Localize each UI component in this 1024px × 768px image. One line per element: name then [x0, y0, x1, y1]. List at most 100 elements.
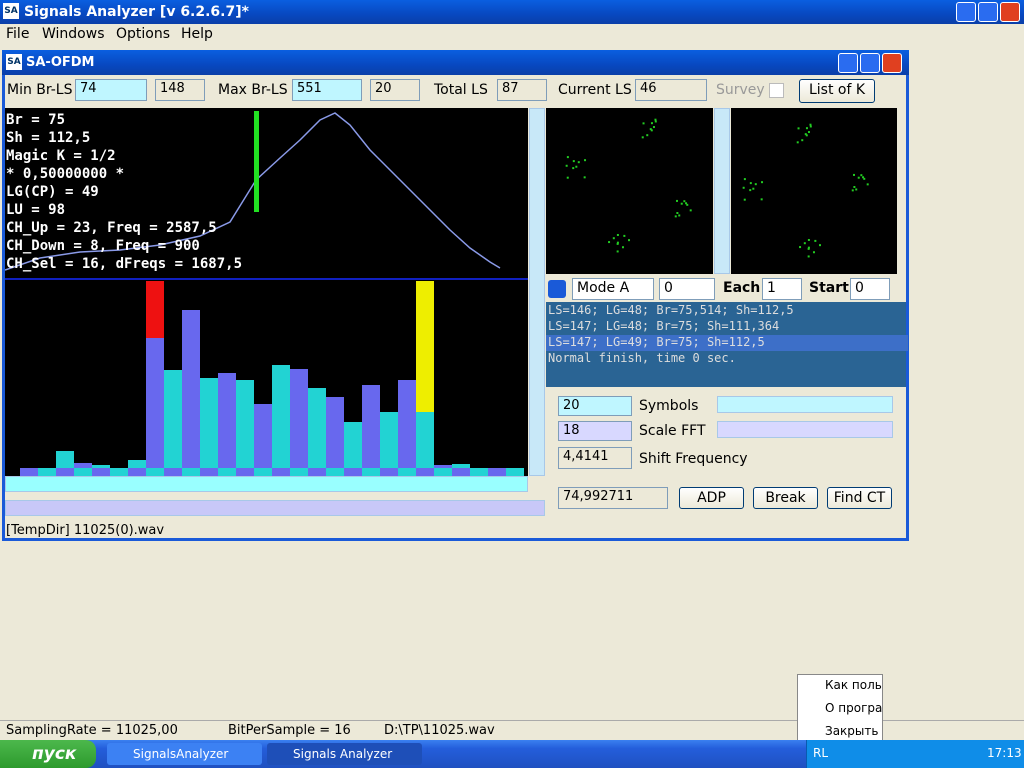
spin-field[interactable]: 74 — [75, 79, 147, 101]
point — [575, 165, 578, 168]
point — [642, 122, 645, 125]
point — [807, 131, 810, 134]
close-button[interactable] — [1000, 2, 1020, 22]
bar-base — [326, 468, 344, 476]
readout-line: CH_Sel = 16, dFreqs = 1687,5 — [6, 256, 242, 272]
point — [761, 181, 764, 184]
bar-base — [38, 468, 56, 476]
button[interactable]: ADP — [679, 487, 744, 509]
close-button[interactable] — [882, 53, 902, 73]
log-line: LS=147; LG=48; Br=75; Sh=111,364 — [548, 319, 780, 333]
menu-item[interactable]: О програм — [825, 701, 883, 715]
taskbar: пуск SignalsAnalyzer Signals Analyzer RL… — [0, 740, 1024, 768]
panel-background — [731, 108, 897, 274]
constellation-panel — [731, 108, 897, 274]
language[interactable]: RL — [813, 746, 829, 760]
minimize-button[interactable] — [838, 53, 858, 73]
bar-base — [362, 468, 380, 476]
label: Each — [723, 280, 761, 296]
menu-item[interactable]: Options — [116, 26, 171, 42]
checkbox[interactable] — [769, 83, 784, 98]
point — [608, 241, 611, 244]
slider[interactable] — [717, 396, 893, 413]
point — [807, 247, 810, 250]
point — [689, 209, 692, 212]
point — [853, 186, 856, 189]
maximize-button[interactable] — [860, 53, 880, 73]
bar-base — [398, 468, 416, 476]
bar-base — [488, 468, 506, 476]
label: Current LS — [558, 82, 632, 98]
horizontal-scrollbar[interactable] — [5, 476, 528, 492]
field: 4,4141 — [558, 447, 632, 469]
child-status: [TempDir] 11025(0).wav — [6, 523, 165, 538]
status-item: D:\TP\11025.wav — [384, 723, 495, 738]
bar-base — [254, 468, 272, 476]
spectrum-bar — [236, 380, 254, 476]
bar-base — [452, 468, 470, 476]
vertical-scrollbar[interactable] — [529, 108, 545, 476]
spin-field[interactable]: 551 — [292, 79, 362, 101]
point — [805, 134, 808, 137]
system-tray: RL 17:13 — [806, 740, 1024, 768]
spin-field[interactable]: 1 — [762, 278, 802, 300]
button[interactable]: List of K — [799, 79, 875, 103]
point — [616, 233, 619, 236]
spin-field[interactable]: 0 — [659, 278, 715, 300]
readout-line: * 0,50000000 * — [6, 166, 124, 182]
point — [616, 250, 619, 253]
point — [674, 215, 677, 218]
refresh-button[interactable] — [548, 280, 566, 298]
point — [866, 183, 869, 186]
point — [807, 246, 810, 249]
point — [749, 189, 752, 192]
field: 46 — [635, 79, 707, 101]
status-bar: SamplingRate = 11025,00 BitPerSample = 1… — [0, 720, 1024, 741]
field[interactable]: 18 — [558, 421, 632, 441]
menu-item[interactable]: Как польз — [825, 678, 883, 692]
bar-base — [92, 468, 110, 476]
bar-base — [218, 468, 236, 476]
bar-base — [272, 468, 290, 476]
log-line: Normal finish, time 0 sec. — [548, 351, 736, 365]
button[interactable]: Find CT — [827, 487, 892, 509]
bar-base — [128, 468, 146, 476]
field: 87 — [497, 79, 547, 101]
task-button[interactable]: SignalsAnalyzer — [107, 743, 262, 765]
bar-base — [164, 468, 182, 476]
point — [678, 214, 681, 217]
bar-base — [110, 468, 128, 476]
point — [623, 234, 626, 237]
slider[interactable] — [717, 421, 893, 438]
point — [743, 198, 746, 201]
point — [812, 251, 815, 254]
button[interactable]: Break — [753, 487, 818, 509]
start-button[interactable]: пуск — [0, 740, 96, 768]
readout-line: CH_Down = 8, Freq = 900 — [6, 238, 200, 254]
menu-item[interactable]: Закрыть — [825, 724, 879, 738]
dropdown[interactable]: Mode A — [572, 278, 654, 300]
point — [650, 129, 653, 132]
minimize-button[interactable] — [956, 2, 976, 22]
readout-line: Br = 75 — [6, 112, 65, 128]
field[interactable]: 20 — [558, 396, 632, 416]
bar-base — [56, 468, 74, 476]
bar-base — [236, 468, 254, 476]
bar-base — [74, 468, 92, 476]
point — [857, 176, 860, 179]
menu-bar: File Windows Options Help — [0, 24, 1024, 46]
point — [851, 189, 854, 192]
spin-field[interactable]: 0 — [850, 278, 890, 300]
task-button[interactable]: Signals Analyzer — [267, 743, 422, 765]
menu-item[interactable]: Windows — [42, 26, 105, 42]
panel-background — [546, 108, 713, 274]
menu-item[interactable]: Help — [181, 26, 213, 42]
spectrum-bar — [398, 380, 416, 476]
point — [676, 212, 679, 215]
horizontal-scrollbar[interactable] — [5, 500, 545, 516]
menu-item[interactable]: File — [6, 26, 30, 42]
point — [862, 176, 865, 179]
bar-base — [506, 468, 524, 476]
vertical-scrollbar[interactable] — [714, 108, 730, 274]
maximize-button[interactable] — [978, 2, 998, 22]
